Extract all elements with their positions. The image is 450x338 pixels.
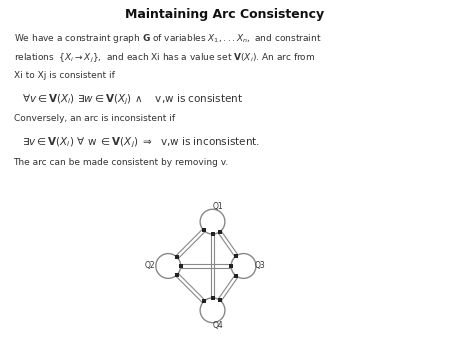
Text: Q2: Q2: [144, 262, 155, 270]
Text: relations  $\{X_i \rightarrow X_j\}$,  and each Xi has a value set $\mathbf{V}(X: relations $\{X_i \rightarrow X_j\}$, and…: [14, 52, 315, 65]
Circle shape: [156, 254, 180, 279]
Text: We have a constraint graph $\mathbf{G}$ of variables $X_1,...X_n,$ and constrain: We have a constraint graph $\mathbf{G}$ …: [14, 32, 321, 45]
Text: $\exists v \in \mathbf{V}(X_i)$ $\forall$ w $\in \mathbf{V}(X_j)$ $\Rightarrow$ : $\exists v \in \mathbf{V}(X_i)$ $\forall…: [22, 136, 261, 150]
Text: Q3: Q3: [255, 262, 266, 270]
Text: The arc can be made consistent by removing v.: The arc can be made consistent by removi…: [14, 158, 229, 167]
Circle shape: [231, 254, 256, 279]
Circle shape: [200, 209, 225, 234]
Text: $\forall v \in \mathbf{V}(X_i)$ $\exists w \in \mathbf{V}(X_j)$ $\wedge$    v,w : $\forall v \in \mathbf{V}(X_i)$ $\exists…: [22, 93, 243, 107]
Text: Q1: Q1: [212, 202, 223, 211]
Text: Maintaining Arc Consistency: Maintaining Arc Consistency: [126, 8, 324, 21]
Circle shape: [200, 298, 225, 323]
Text: Xi to Xj is consistent if: Xi to Xj is consistent if: [14, 71, 114, 80]
Text: Q4: Q4: [212, 321, 223, 330]
Text: Conversely, an arc is inconsistent if: Conversely, an arc is inconsistent if: [14, 115, 175, 123]
